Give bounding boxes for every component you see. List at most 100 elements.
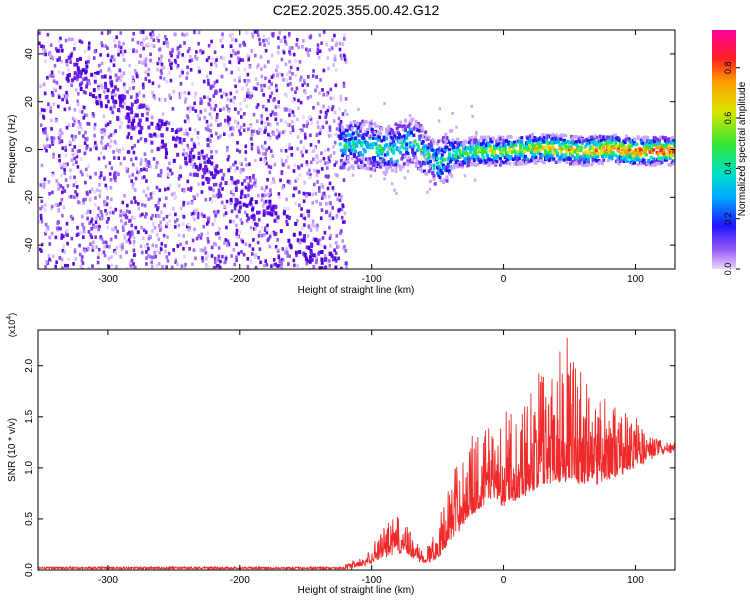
- spectrogram-cell: [370, 161, 374, 166]
- spectrogram-cell: [132, 248, 136, 253]
- spectrogram-cell: [349, 145, 353, 149]
- spectrogram-cell: [43, 49, 47, 53]
- spectrogram-cell: [585, 142, 589, 146]
- spectrogram-cell: [226, 243, 229, 248]
- spectrogram-cell: [424, 151, 428, 155]
- spectrogram-cell: [469, 162, 473, 166]
- spectrogram-cell: [534, 155, 538, 160]
- spectrogram-cell: [629, 157, 633, 162]
- spectrogram-cell: [249, 200, 253, 205]
- spectrogram-cell: [366, 130, 369, 135]
- spectrogram-cell: [177, 176, 181, 181]
- spectrogram-cell: [151, 243, 155, 248]
- spectrogram-cell: [623, 150, 627, 154]
- spectrogram-cell: [338, 107, 341, 111]
- spectrogram-cell: [212, 210, 216, 214]
- spectrogram-cell: [123, 101, 127, 106]
- spectrogram-cell: [131, 116, 134, 120]
- spectrogram-cell: [114, 235, 118, 239]
- spectrogram-cell: [415, 159, 419, 164]
- spectrogram-cell: [147, 236, 151, 241]
- spectrogram-cell: [164, 244, 167, 248]
- spectrogram-cell: [584, 144, 588, 149]
- spectrogram-cell: [327, 134, 331, 138]
- spectrogram-cell: [230, 209, 234, 214]
- spectrogram-cell: [419, 148, 423, 152]
- spectrogram-cell: [78, 69, 82, 74]
- spectrogram-cell: [606, 152, 610, 157]
- spectrogram-cell: [325, 210, 328, 214]
- spectrogram-cell: [239, 58, 242, 62]
- spectrogram-cell: [139, 103, 143, 108]
- spectrogram-cell: [147, 254, 150, 258]
- spectrogram-cell: [437, 119, 441, 123]
- spectrogram-cell: [315, 199, 318, 204]
- spectrogram-cell: [234, 160, 237, 165]
- spectrogram-cell: [420, 128, 424, 132]
- spectrogram-cell: [389, 142, 393, 146]
- spectrogram-cell: [196, 208, 199, 212]
- spectrogram-cell: [112, 88, 115, 93]
- spectrogram-cell: [168, 183, 172, 187]
- spectrogram-cell: [215, 210, 218, 215]
- spectrogram-cell: [119, 99, 123, 104]
- spectrogram-cell: [275, 136, 279, 140]
- spectrogram-cell: [88, 81, 91, 86]
- spectrogram-cell: [437, 150, 441, 154]
- spectrogram-cell: [188, 226, 191, 230]
- spectrogram-cell: [285, 219, 288, 224]
- spectrogram-cell: [584, 163, 588, 167]
- spectrogram-cell: [93, 122, 97, 127]
- spectrogram-cell: [133, 188, 137, 192]
- spectrogram-cell: [241, 239, 245, 244]
- spectrogram-cell: [74, 88, 78, 92]
- spectrogram-cell: [331, 38, 334, 42]
- spectrogram-cell: [325, 202, 328, 206]
- spectrogram-cell: [312, 253, 316, 258]
- spectrogram-cell: [221, 187, 224, 191]
- spectrogram-cell: [212, 266, 216, 269]
- spectrogram-cell: [232, 192, 235, 197]
- spectrogram-cell: [50, 204, 54, 209]
- spectrogram-cell: [217, 123, 220, 127]
- spectrogram-cell: [112, 227, 115, 232]
- spectrogram-cell: [219, 134, 222, 138]
- spectrogram-cell: [504, 138, 508, 143]
- spectrogram-cell: [176, 218, 179, 222]
- spectrogram-cell: [335, 234, 339, 238]
- spectrogram-cell: [191, 157, 194, 162]
- spectrogram-cell: [103, 253, 107, 258]
- spectrogram-cell: [602, 158, 606, 162]
- spectrogram-cell: [230, 53, 233, 58]
- spectrogram-cell: [251, 252, 254, 256]
- spectrogram-cell: [305, 261, 309, 266]
- spectrogram-cell: [445, 145, 449, 149]
- spectrogram-cell: [207, 78, 210, 83]
- spectrogram-cell: [256, 210, 259, 215]
- spectrogram-cell: [345, 129, 349, 133]
- spectrogram-cell: [113, 58, 116, 62]
- spectrogram-cell: [474, 135, 477, 139]
- spectrogram-cell: [121, 147, 125, 151]
- spectrogram-cell: [246, 79, 250, 83]
- spectrogram-cell: [207, 128, 210, 132]
- spectrogram-cell: [362, 122, 366, 127]
- spectrogram-cell: [43, 91, 47, 96]
- spectrogram-cell: [299, 75, 303, 80]
- spectrogram-cell: [109, 139, 113, 143]
- spectrogram-cell: [508, 147, 512, 152]
- spectrogram-cell: [249, 124, 253, 129]
- spectrogram-cell: [178, 95, 182, 100]
- spectrogram-cell: [56, 48, 60, 53]
- spectrogram-cell: [385, 136, 388, 141]
- spectrogram-cell: [151, 81, 155, 86]
- spectrogram-cell: [343, 57, 347, 62]
- spectrogram-cell: [386, 147, 390, 151]
- spectrogram-cell: [177, 51, 181, 55]
- spectrogram-cell: [213, 50, 217, 54]
- spectrogram-cell: [260, 118, 263, 122]
- spectrogram-cell: [301, 153, 304, 158]
- spectrogram-cell: [74, 135, 77, 139]
- spectrogram-cell: [644, 141, 648, 145]
